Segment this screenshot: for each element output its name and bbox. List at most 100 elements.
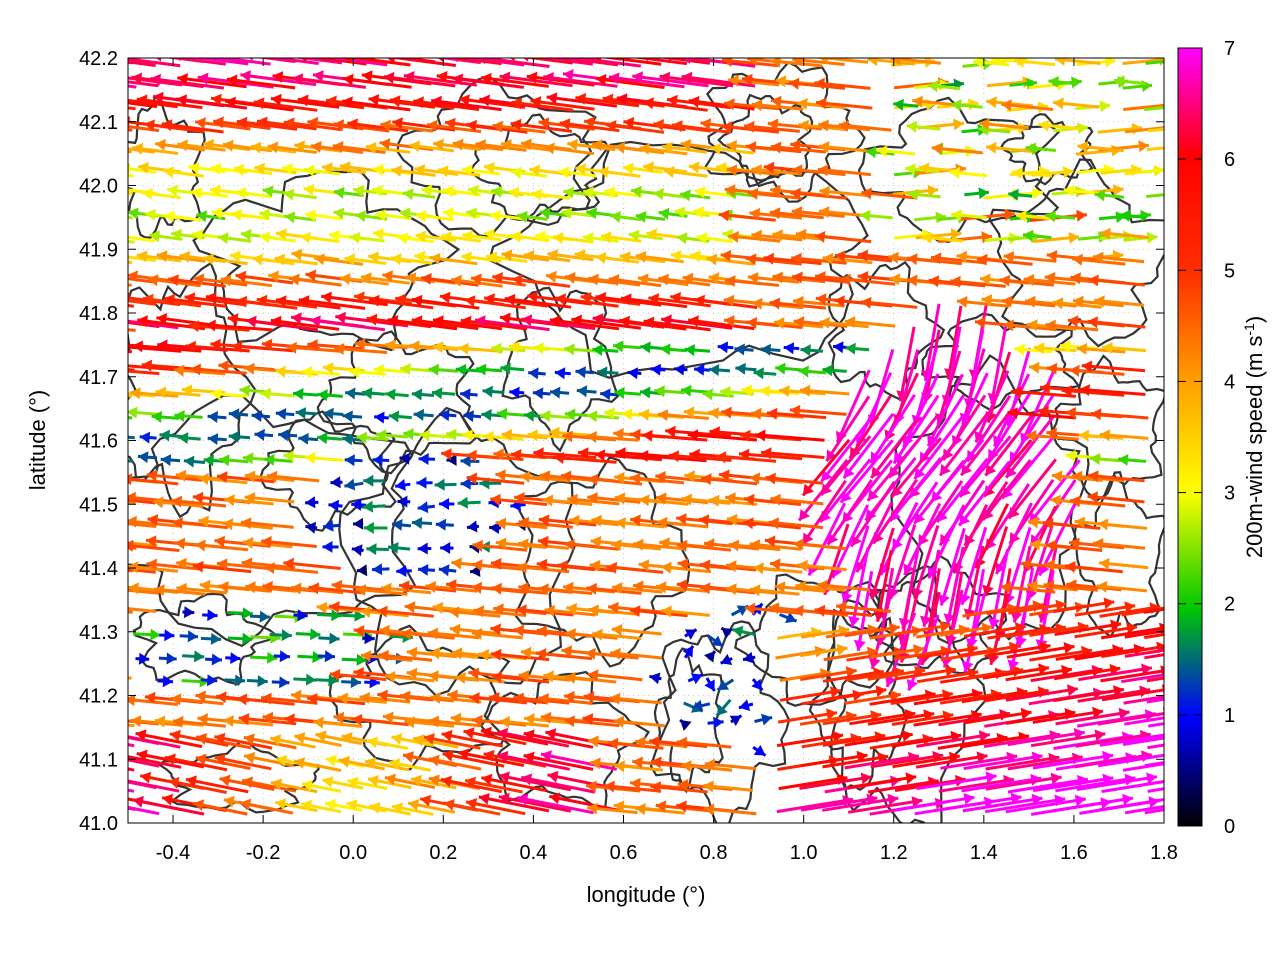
wind-arrow — [180, 630, 198, 642]
wind-arrow — [305, 452, 344, 464]
wind-arrow — [845, 343, 869, 355]
wind-arrow — [59, 727, 134, 746]
wind-arrow — [1118, 454, 1146, 466]
wind-arrow — [649, 673, 661, 685]
wind-arrow — [1146, 56, 1175, 68]
y-tick-label: 42.1 — [79, 112, 118, 134]
wind-arrow — [610, 693, 662, 705]
wind-arrow — [436, 519, 454, 531]
wind-arrow — [739, 699, 753, 711]
colorbar-tick-label: 5 — [1224, 260, 1235, 282]
wind-arrow — [272, 676, 290, 688]
wind-arrow — [1014, 56, 1055, 68]
wind-arrow — [293, 674, 316, 686]
wind-arrow — [323, 520, 340, 532]
colorbar — [1178, 48, 1202, 826]
wind-arrow — [703, 780, 753, 792]
wind-arrow — [247, 675, 268, 687]
wind-arrow — [533, 387, 551, 399]
wind-arrow — [1010, 394, 1054, 462]
wind-arrow — [202, 609, 217, 621]
y-axis-label: latitude (°) — [25, 390, 50, 491]
y-tick-label: 41.3 — [79, 622, 118, 644]
wind-arrow — [798, 366, 826, 378]
wind-arrow — [914, 212, 946, 224]
colorbar-label: 200m-wind speed (m s-1) — [1241, 316, 1267, 558]
wind-arrow — [255, 429, 274, 441]
wind-arrow — [439, 564, 456, 576]
x-tick-label: 0.6 — [610, 842, 638, 864]
wind-arrow — [329, 500, 343, 512]
wind-arrow — [296, 628, 321, 640]
wind-arrow — [159, 653, 177, 665]
y-tick-label: 41.9 — [79, 239, 118, 261]
wind-arrow — [674, 364, 688, 376]
wind-arrow — [357, 564, 367, 576]
wind-arrow — [708, 717, 724, 729]
wind-arrow — [352, 544, 364, 556]
wind-arrow — [709, 364, 730, 376]
wind-arrow — [374, 412, 389, 424]
colorbar-tick-label: 4 — [1224, 371, 1235, 393]
wind-arrow — [412, 517, 432, 529]
x-tick-label: 1.2 — [880, 842, 908, 864]
colorbar-tick-label: 2 — [1224, 594, 1235, 616]
wind-arrow — [435, 479, 457, 491]
wind-arrow — [851, 482, 894, 547]
wind-arrow — [845, 316, 895, 328]
wind-arrow — [721, 654, 733, 665]
wind-arrow — [323, 541, 339, 553]
wind-arrow — [161, 454, 180, 466]
wind-arrow — [1145, 164, 1181, 176]
wind-arrow — [318, 650, 335, 662]
wind-arrow — [612, 624, 662, 636]
wind-arrow — [607, 562, 664, 574]
wind-arrow — [735, 363, 756, 375]
wind-arrow — [208, 433, 227, 445]
wind-arrow — [1098, 123, 1143, 135]
wind-arrow — [274, 650, 290, 662]
wind-arrow — [658, 409, 709, 421]
wind-arrow — [60, 73, 136, 88]
wind-arrow — [533, 342, 569, 354]
wind-arrow — [790, 405, 847, 417]
wind-arrow — [208, 411, 227, 423]
wind-arrow — [784, 342, 800, 354]
wind-arrow — [81, 274, 132, 286]
wind-arrow — [467, 521, 479, 533]
wind-arrow — [364, 522, 388, 534]
wind-arrow — [81, 470, 133, 482]
wind-arrow — [500, 363, 524, 375]
y-tick-label: 41.8 — [79, 303, 118, 325]
wind-arrow — [366, 543, 388, 555]
wind-arrow — [1146, 189, 1177, 201]
wind-arrow — [497, 408, 525, 420]
wind-arrow — [184, 456, 205, 468]
wind-arrow — [951, 99, 983, 111]
x-tick-label: 1.4 — [970, 842, 998, 864]
wind-arrow — [483, 386, 505, 398]
wind-arrow — [717, 700, 731, 716]
wind-arrow — [298, 433, 318, 445]
wind-arrow — [362, 387, 385, 399]
wind-arrow — [508, 187, 547, 199]
wind-arrow — [278, 429, 297, 441]
wind-arrow — [680, 720, 692, 731]
wind-arrow — [577, 385, 597, 397]
contour-line — [261, 412, 396, 531]
y-tick-label: 41.4 — [79, 558, 118, 580]
wind-arrow — [145, 209, 180, 221]
wind-arrow — [1098, 519, 1147, 531]
wind-arrow — [685, 344, 710, 356]
y-tick-label: 41.0 — [79, 813, 118, 835]
wind-arrow — [57, 772, 134, 791]
wind-arrow — [250, 611, 270, 623]
wind-arrow — [342, 410, 362, 422]
wind-arrow — [372, 185, 408, 197]
wind-arrow — [318, 633, 339, 645]
wind-arrow — [391, 253, 432, 265]
wind-arrow — [893, 350, 918, 425]
wind-arrow — [416, 477, 432, 489]
wind-arrow — [688, 673, 702, 684]
wind-arrow — [219, 454, 248, 466]
